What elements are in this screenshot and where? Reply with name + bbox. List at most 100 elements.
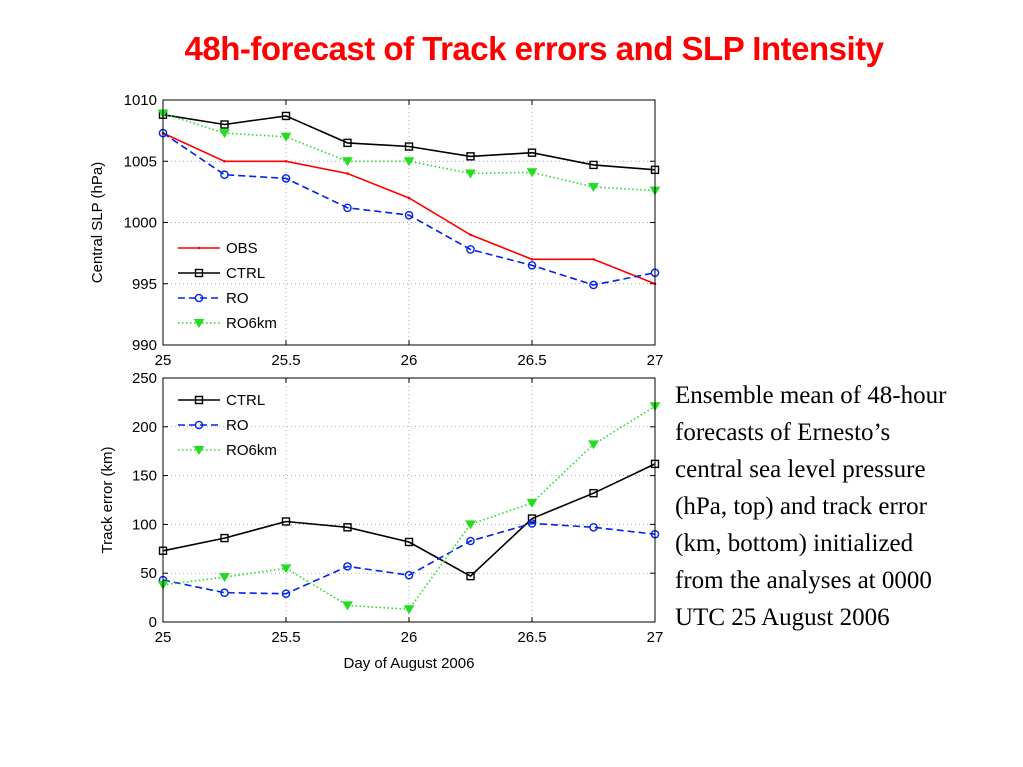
marker-circle [281, 589, 291, 598]
x-tick-label: 26.5 [517, 629, 546, 646]
marker-square [466, 152, 475, 161]
marker-dot [284, 159, 288, 163]
plot-frame [162, 99, 656, 346]
x-tick-label: 26 [401, 352, 418, 369]
legend-label: RO [226, 290, 249, 307]
legend-label: CTRL [226, 265, 265, 282]
marker-circle [589, 523, 598, 532]
marker-triangle [403, 157, 415, 167]
marker-triangle [193, 446, 205, 455]
series-line [162, 405, 656, 611]
marker-circle [466, 245, 475, 254]
marker-circle [220, 588, 229, 598]
legend: OBS CTRL RO RO6km [178, 240, 277, 332]
marker-dot [346, 172, 349, 175]
marker-triangle [465, 520, 476, 530]
x-tick-label: 25 [155, 629, 172, 646]
marker-triangle [526, 168, 538, 178]
legend-label: OBS [226, 240, 258, 257]
marker-square [527, 148, 537, 157]
marker-square [220, 533, 229, 543]
x-tick-label: 25 [155, 352, 172, 369]
slide-title: 48h-forecast of Track errors and SLP Int… [184, 30, 884, 67]
marker-square [589, 488, 598, 498]
marker-square [466, 571, 475, 581]
series-line [162, 522, 656, 595]
marker-triangle [465, 169, 476, 179]
y-tick-label: 1010 [124, 92, 157, 109]
y-tick-label: 150 [132, 468, 157, 485]
marker-square [343, 523, 352, 532]
series-line [162, 463, 656, 578]
marker-dot [592, 257, 595, 261]
series-line [162, 113, 656, 171]
marker-triangle [342, 157, 353, 167]
figure-caption: Ensemble mean of 48-hour forecasts of Er… [675, 377, 1015, 636]
marker-triangle [219, 129, 230, 139]
marker-circle [527, 261, 537, 270]
caption-line: central sea level pressure [675, 456, 926, 483]
marker-dot [530, 257, 534, 261]
y-tick-label: 50 [140, 565, 157, 582]
y-tick-label: 250 [132, 370, 157, 387]
x-tick-label: 26 [401, 629, 418, 646]
caption-line: UTC 25 August 2006 [675, 604, 890, 631]
y-tick-label: 1000 [124, 215, 157, 232]
marker-circle [466, 536, 475, 546]
caption-line: (km, bottom) initialized [675, 530, 914, 557]
y-tick-label: 200 [132, 419, 157, 436]
marker-circle [527, 519, 537, 528]
marker-triangle [280, 132, 292, 142]
marker-circle [194, 420, 204, 430]
series-ro [158, 519, 660, 598]
marker-triangle [588, 182, 599, 192]
marker-dot [223, 159, 226, 163]
marker-square [404, 537, 414, 547]
y-tick-label: 100 [132, 516, 157, 533]
x-tick-label: 25.5 [271, 629, 300, 646]
marker-circle [220, 170, 229, 180]
series-line [162, 112, 656, 192]
marker-square [404, 142, 414, 151]
marker-circle [343, 562, 352, 571]
x-tick-label: 26.5 [517, 352, 546, 369]
caption-line: (hPa, top) and track error [675, 493, 927, 520]
caption-line: forecasts of Ernesto’s [675, 419, 891, 446]
legend-label: RO [226, 417, 249, 434]
legend: CTRL RO RO6km [178, 392, 277, 459]
marker-dot [197, 246, 201, 250]
marker-square [220, 120, 229, 129]
marker-square [589, 160, 598, 170]
y-tick-label: 1005 [124, 153, 157, 170]
marker-circle [589, 280, 598, 290]
marker-square [281, 111, 291, 121]
marker-triangle [342, 601, 353, 611]
marker-triangle [219, 573, 230, 583]
marker-triangle [403, 605, 415, 615]
y-axis-label: Central SLP (hPa) [89, 162, 106, 283]
marker-triangle [588, 440, 599, 450]
caption-line: from the analyses at 0000 [675, 567, 932, 594]
marker-circle [281, 174, 291, 183]
y-axis-label: Track error (km) [99, 447, 116, 554]
series-line [162, 132, 656, 286]
marker-square [281, 517, 291, 526]
marker-triangle [280, 564, 292, 574]
plot-frame [162, 377, 656, 623]
slp-chart: 25 25.5 26 26.5 27 990 995 1000 1005 1010 Central … [89, 92, 663, 369]
marker-square [527, 514, 537, 523]
marker-triangle [193, 319, 205, 328]
legend-label: RO6km [226, 442, 277, 459]
marker-circle [404, 570, 414, 580]
x-tick-label: 27 [647, 352, 664, 369]
y-tick-label: 990 [132, 337, 157, 354]
track-error-chart: 25 25.5 26 26.5 27 0 50 100 150 200 250 Track error… [99, 370, 663, 672]
y-tick-label: 0 [149, 614, 157, 631]
marker-square [194, 395, 204, 405]
marker-square [343, 138, 352, 148]
caption-line: Ensemble mean of 48-hour [675, 382, 947, 409]
marker-triangle [526, 498, 538, 508]
legend-label: RO6km [226, 315, 277, 332]
x-axis-label: Day of August 2006 [344, 655, 475, 672]
